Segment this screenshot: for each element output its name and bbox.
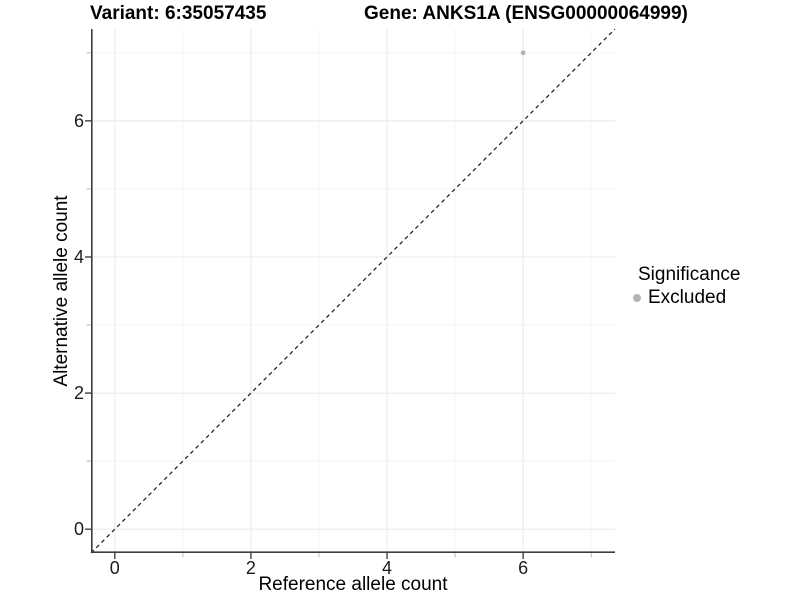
- y-tick-label: 4: [73, 246, 84, 267]
- plot-panel: [85, 28, 616, 559]
- x-tick-label: 4: [382, 558, 393, 578]
- plot-title-variant: Variant: 6:35057435: [90, 3, 267, 24]
- x-tick-label: 6: [518, 558, 529, 578]
- x-tick-label: 2: [245, 558, 256, 578]
- y-tick-label: 6: [73, 110, 84, 131]
- plot-title-gene: Gene: ANKS1A (ENSG00000064999): [364, 3, 688, 24]
- x-tick-label: 0: [109, 558, 120, 578]
- legend-title: Significance: [638, 264, 741, 285]
- y-tick-label: 2: [73, 383, 84, 404]
- x-axis-title: Reference allele count: [258, 574, 448, 595]
- legend-key-dot-icon: [633, 294, 641, 302]
- data-point: [520, 50, 526, 56]
- legend-entry-label: Excluded: [648, 287, 727, 308]
- y-axis-title: Alternative allele count: [51, 195, 72, 387]
- y-tick-label: 0: [73, 519, 84, 540]
- identity-dashed-line: [90, 28, 616, 554]
